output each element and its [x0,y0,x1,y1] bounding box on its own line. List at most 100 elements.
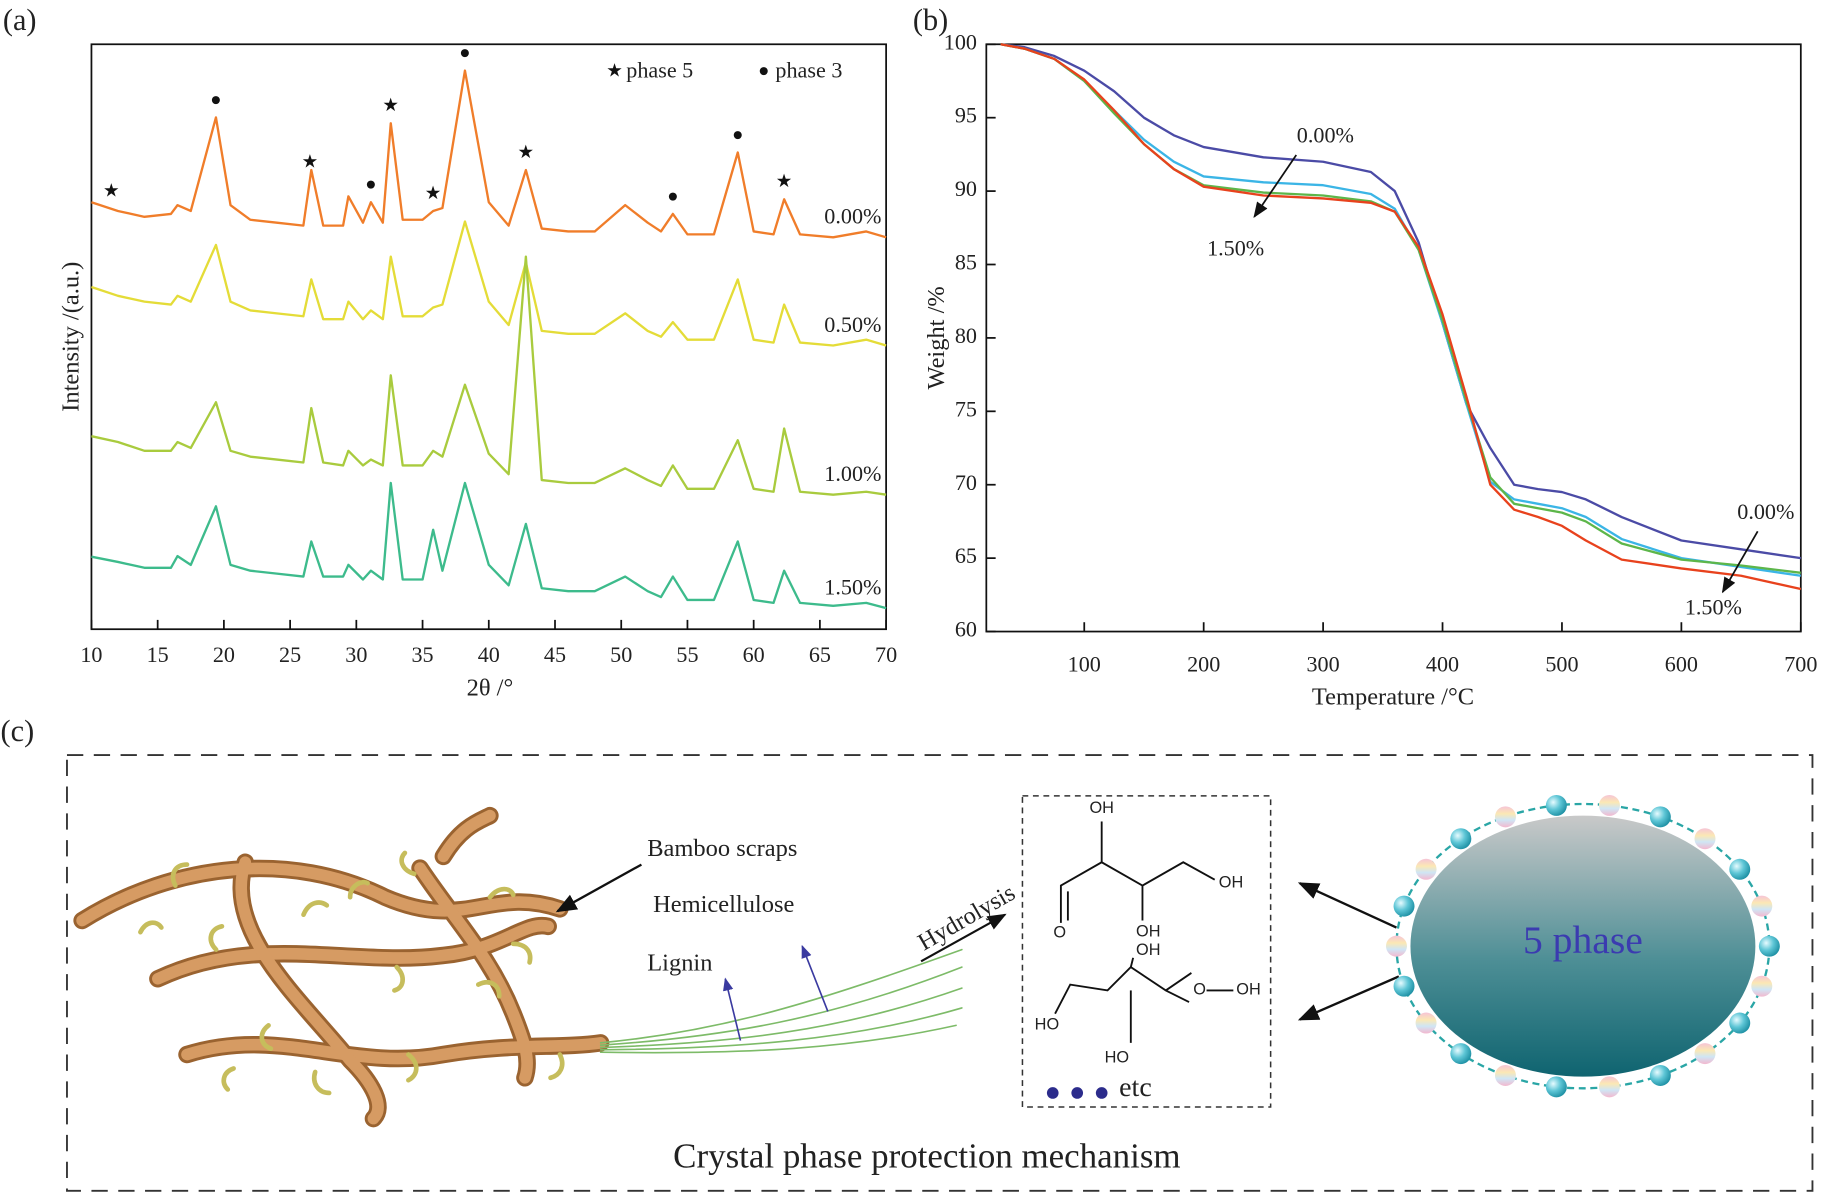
atom-label: O [1053,924,1066,942]
series-line [1000,43,1801,577]
panel-label: (b) [913,3,948,37]
x-tick-label: 20 [213,642,235,667]
arrow [801,944,829,1012]
coating-sphere [1694,828,1716,850]
x-tick-label: 100 [1068,652,1101,677]
x-tick-label: 60 [743,642,765,667]
x-tick-label: 70 [875,642,897,667]
y-tick-label: 80 [955,323,977,348]
hemicellulose-label: Hemicellulose [653,891,794,918]
x-tick-label: 65 [809,642,831,667]
annotation: 1.50% [1207,236,1264,261]
arrow [1297,975,1400,1021]
bamboo-illustration [73,806,963,1128]
etc-dots [1046,1087,1108,1099]
x-tick-label: 45 [544,642,566,667]
arrow [1297,882,1397,929]
coating-sphere [1598,1076,1620,1098]
phase-marker: ● [459,43,470,64]
y-tick-label: 100 [944,29,977,54]
y-tick-label: 70 [955,470,977,495]
x-tick-label: 600 [1665,652,1698,677]
x-tick-label: 200 [1187,652,1220,677]
x-tick-label: 15 [147,642,169,667]
phase-marker: ● [732,124,743,145]
coating-sphere [1545,794,1567,816]
coating-sphere [1758,935,1780,957]
coating-sphere [1393,895,1415,917]
x-tick-label: 400 [1426,652,1459,677]
coating-sphere [1649,1064,1671,1086]
x-tick-label: 30 [345,642,367,667]
arrow [555,863,642,913]
legend-label: phase 5 [626,57,693,82]
y-tick-label: 90 [955,176,977,201]
panel-label: (c) [1,714,35,748]
x-tick-label: 10 [80,642,102,667]
coating-sphere [1415,1012,1437,1034]
atom-label: OH [1236,981,1260,999]
series-line [1000,43,1802,591]
x-axis-title: Temperature /°C [1312,684,1474,711]
y-tick-label: 85 [955,250,977,275]
x-axis-title: 2θ /° [467,674,514,701]
atom-label: OH [1219,874,1243,892]
coating-sphere [1694,1043,1716,1065]
coating-sphere [1494,1064,1516,1086]
etc-label: etc [1119,1072,1152,1103]
x-tick-label: 40 [478,642,500,667]
molecule-bonds [1054,821,1234,1043]
x-tick-label: 700 [1784,652,1817,677]
annotation-arrow [1253,154,1297,219]
annotation: 0.00% [1737,499,1794,524]
coating-sphere [1729,1012,1751,1034]
atom-label: OH [1136,922,1160,940]
y-tick-label: 60 [955,617,977,642]
series-label: 0.50% [824,312,881,337]
atom-label: O [1193,981,1206,999]
coating-sphere [1729,858,1751,880]
arrow [723,977,742,1041]
phase-marker: ★ [518,142,535,163]
lignin-label: Lignin [647,949,712,976]
annotation: 1.50% [1685,594,1742,619]
panel-label: (a) [3,3,37,37]
phase-marker: ★ [382,95,399,116]
coating-sphere [1393,975,1415,997]
phase-marker: ★ [302,151,319,172]
y-tick-label: 75 [955,396,977,421]
x-tick-label: 25 [279,642,301,667]
x-tick-label: 35 [411,642,433,667]
atom-label: HO [1105,1048,1129,1066]
coating-sphere [1751,895,1773,917]
plot-frame [90,43,887,631]
coating-sphere [1598,794,1620,816]
phase-marker: ● [210,89,221,110]
phase-marker: ● [365,174,376,195]
y-tick-label: 65 [955,543,977,568]
series-label: 1.00% [824,461,881,486]
phase-marker: ★ [776,171,793,192]
diagram-frame [66,754,1814,1192]
annotation: 0.00% [1297,123,1354,148]
coating-sphere [1751,975,1773,997]
x-tick-label: 500 [1545,652,1578,677]
series-line [91,69,887,239]
phase-marker: ★ [425,183,442,204]
series-line [1000,43,1801,574]
particle-core [1410,815,1756,1077]
coating-sphere [1494,806,1516,828]
bamboo-label: Bamboo scraps [647,835,797,862]
coating-sphere [1450,1043,1472,1065]
coating-sphere [1649,806,1671,828]
molecule-box [1021,795,1272,1108]
atom-label: OH [1089,799,1113,817]
series-label: 1.50% [824,575,881,600]
x-tick-label: 50 [610,642,632,667]
x-tick-label: 300 [1307,652,1340,677]
series-line [91,255,887,496]
phase-marker: ★ [103,181,120,202]
series-line [1000,43,1801,560]
